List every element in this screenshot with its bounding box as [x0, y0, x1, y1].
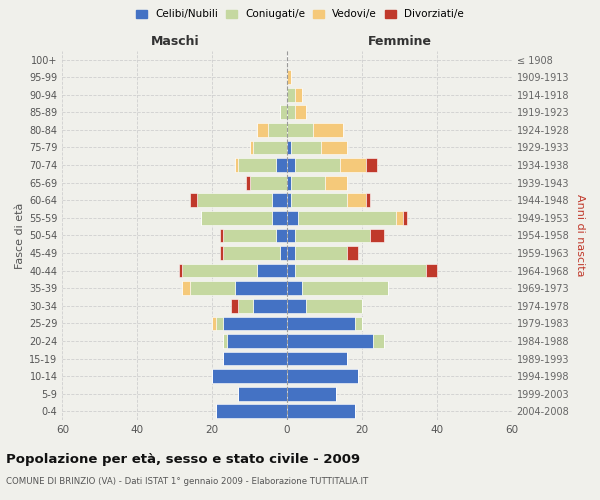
Bar — [287, 264, 295, 278]
Bar — [347, 246, 358, 260]
Bar — [250, 140, 253, 154]
Bar — [238, 158, 276, 172]
Bar — [272, 211, 287, 224]
Bar — [291, 140, 321, 154]
Bar — [287, 140, 291, 154]
Y-axis label: Fasce di età: Fasce di età — [15, 202, 25, 268]
Bar — [223, 228, 276, 242]
Bar — [287, 211, 298, 224]
Bar — [227, 334, 287, 348]
Bar — [321, 140, 347, 154]
Bar — [197, 194, 272, 207]
Bar — [306, 299, 362, 312]
Bar — [190, 194, 197, 207]
Text: Maschi: Maschi — [151, 35, 199, 48]
Bar — [347, 194, 366, 207]
Bar — [287, 370, 358, 383]
Bar — [396, 211, 403, 224]
Bar — [403, 211, 407, 224]
Bar — [295, 228, 370, 242]
Bar — [223, 334, 227, 348]
Bar — [231, 299, 238, 312]
Bar — [287, 282, 302, 295]
Bar — [313, 123, 343, 137]
Bar — [257, 264, 287, 278]
Bar — [287, 194, 291, 207]
Text: COMUNE DI BRINZIO (VA) - Dati ISTAT 1° gennaio 2009 - Elaborazione TUTTITALIA.IT: COMUNE DI BRINZIO (VA) - Dati ISTAT 1° g… — [6, 478, 368, 486]
Bar — [212, 316, 216, 330]
Bar — [425, 264, 437, 278]
Bar — [325, 176, 347, 190]
Bar — [238, 387, 287, 400]
Bar — [182, 282, 190, 295]
Bar — [287, 299, 306, 312]
Bar — [220, 246, 223, 260]
Legend: Celibi/Nubili, Coniugati/e, Vedovi/e, Divorziati/e: Celibi/Nubili, Coniugati/e, Vedovi/e, Di… — [132, 5, 468, 24]
Bar — [201, 211, 272, 224]
Bar — [276, 228, 287, 242]
Bar — [287, 158, 295, 172]
Bar — [223, 316, 287, 330]
Bar — [287, 387, 336, 400]
Bar — [253, 140, 287, 154]
Bar — [280, 246, 287, 260]
Bar — [295, 88, 302, 102]
Bar — [250, 176, 287, 190]
Bar — [280, 106, 287, 119]
Bar — [238, 299, 253, 312]
Bar — [295, 246, 347, 260]
Y-axis label: Anni di nascita: Anni di nascita — [575, 194, 585, 276]
Bar — [212, 370, 287, 383]
Bar — [220, 228, 223, 242]
Bar — [373, 334, 385, 348]
Bar — [291, 194, 347, 207]
Bar — [253, 299, 287, 312]
Bar — [182, 264, 257, 278]
Bar — [246, 176, 250, 190]
Bar — [223, 352, 287, 366]
Bar — [366, 158, 377, 172]
Bar — [216, 316, 223, 330]
Bar — [287, 228, 295, 242]
Bar — [216, 404, 287, 418]
Bar — [291, 176, 325, 190]
Bar — [340, 158, 366, 172]
Bar — [287, 352, 347, 366]
Bar — [287, 334, 373, 348]
Text: Popolazione per età, sesso e stato civile - 2009: Popolazione per età, sesso e stato civil… — [6, 452, 360, 466]
Bar — [366, 194, 370, 207]
Bar — [235, 158, 238, 172]
Bar — [302, 282, 388, 295]
Bar — [223, 246, 280, 260]
Bar — [355, 316, 362, 330]
Bar — [295, 158, 340, 172]
Bar — [287, 246, 295, 260]
Bar — [276, 158, 287, 172]
Bar — [179, 264, 182, 278]
Bar — [287, 404, 355, 418]
Bar — [295, 106, 306, 119]
Bar — [287, 88, 295, 102]
Bar — [287, 176, 291, 190]
Bar — [295, 264, 425, 278]
Bar — [287, 106, 295, 119]
Bar — [287, 70, 291, 84]
Text: Femmine: Femmine — [367, 35, 431, 48]
Bar — [257, 123, 268, 137]
Bar — [235, 282, 287, 295]
Bar — [268, 123, 287, 137]
Bar — [298, 211, 396, 224]
Bar — [287, 123, 313, 137]
Bar — [190, 282, 235, 295]
Bar — [272, 194, 287, 207]
Bar — [287, 316, 355, 330]
Bar — [370, 228, 385, 242]
